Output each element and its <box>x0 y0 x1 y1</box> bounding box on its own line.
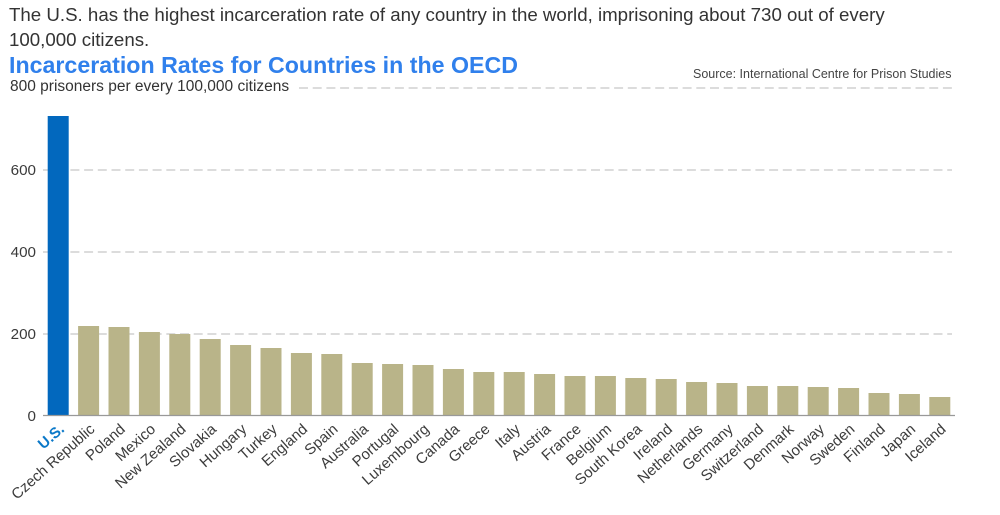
svg-text:0: 0 <box>28 408 36 425</box>
svg-text:200: 200 <box>11 326 36 343</box>
svg-text:600: 600 <box>11 162 36 179</box>
svg-text:400: 400 <box>11 244 36 261</box>
